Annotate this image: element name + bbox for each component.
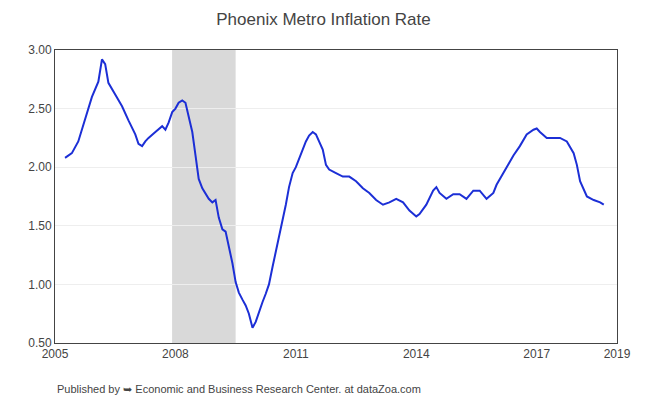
svg-text:2019: 2019: [604, 347, 631, 361]
svg-text:2005: 2005: [42, 347, 69, 361]
svg-text:2017: 2017: [523, 347, 550, 361]
svg-text:2014: 2014: [403, 347, 430, 361]
svg-text:3.00: 3.00: [28, 43, 52, 57]
svg-text:1.00: 1.00: [28, 278, 52, 292]
svg-text:1.50: 1.50: [28, 219, 52, 233]
svg-text:Published by ➥ Economic and Bu: Published by ➥ Economic and Business Res…: [57, 383, 421, 395]
svg-text:0.50: 0.50: [28, 336, 52, 350]
svg-text:2.00: 2.00: [28, 160, 52, 174]
svg-text:2.50: 2.50: [28, 102, 52, 116]
svg-text:2011: 2011: [283, 347, 309, 361]
svg-text:Phoenix Metro Inflation Rate: Phoenix Metro Inflation Rate: [216, 10, 431, 29]
svg-text:2008: 2008: [162, 347, 189, 361]
